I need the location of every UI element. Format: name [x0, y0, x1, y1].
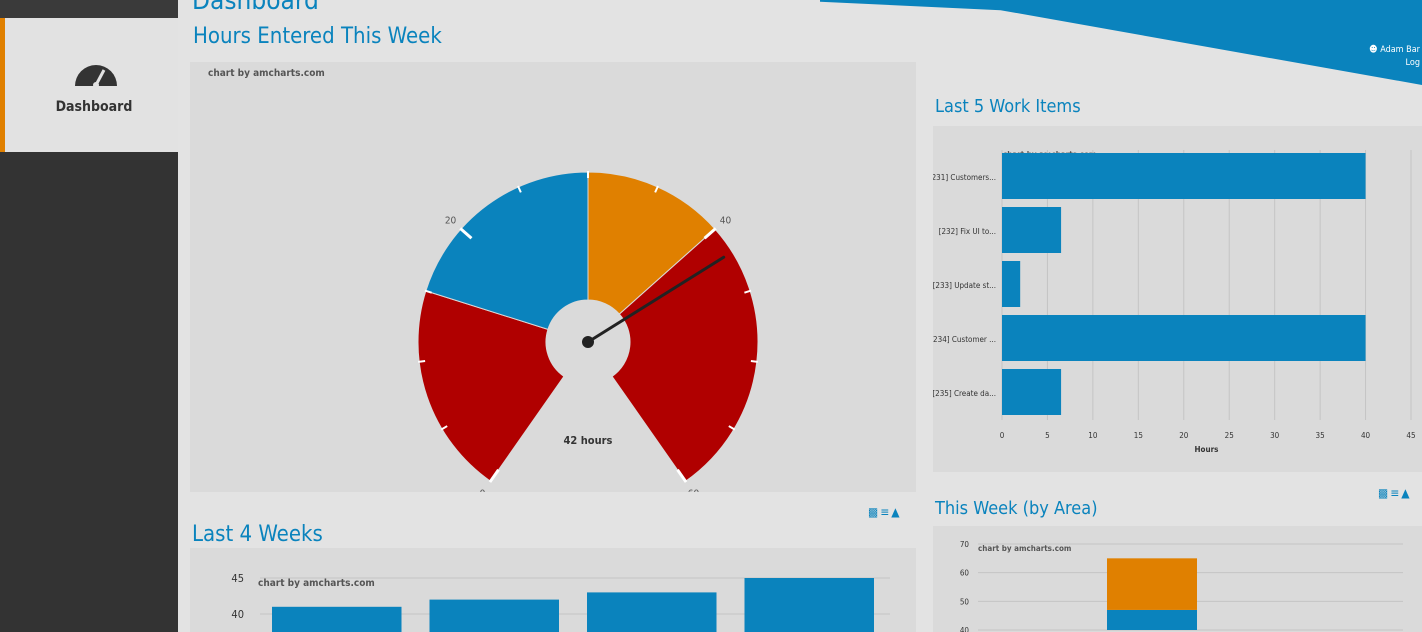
work-items-title: Last 5 Work Items [935, 96, 1081, 117]
gauge-tick-label: 40 [720, 216, 732, 227]
gauge-band [417, 290, 565, 482]
gauge-tick [676, 468, 688, 483]
logout-link[interactable]: Log [1405, 58, 1420, 68]
gauge-tick [517, 185, 522, 193]
gauge-tick [424, 289, 432, 294]
gauge-tick [440, 425, 448, 431]
bar-segment [1107, 558, 1197, 610]
weeks-chart: 45 40 [231, 572, 890, 632]
bar [1002, 369, 1062, 415]
bar [1002, 315, 1366, 361]
gauge-tick [750, 360, 758, 363]
area-title: This Week (by Area) [935, 498, 1098, 519]
y-tick-label: 50 [960, 597, 970, 606]
bar-segment [1107, 609, 1197, 630]
y-tick-label: [235] Create da... [933, 389, 996, 398]
weeks-panel: chart by amcharts.com 45 40 [190, 548, 916, 632]
y-tick-label: [232] Fix UI to... [939, 227, 996, 236]
x-tick-label: 25 [1225, 431, 1234, 440]
gauge-needle [586, 255, 726, 344]
chart-credit[interactable]: chart by amcharts.com [978, 544, 1072, 553]
gauge-title: Hours Entered This Week [193, 24, 442, 49]
bar [744, 578, 874, 632]
x-tick-label: 35 [1316, 431, 1325, 440]
y-tick-label: 45 [231, 572, 244, 585]
gauge-tick [744, 289, 752, 294]
speedometer-icon [73, 62, 119, 92]
gauge-tick [488, 468, 500, 483]
gauge-panel: chart by amcharts.com 0 20 40 60 42 hours [190, 62, 916, 492]
y-tick-label: 40 [960, 626, 970, 632]
area-chart-icon[interactable]: ▲ [1401, 486, 1412, 500]
user-menu[interactable]: ☻ Adam Bar Log [1369, 44, 1420, 70]
gauge-tick [418, 360, 426, 363]
user-icon: ☻ [1369, 45, 1378, 55]
work-items-panel: chart by amcharts.com 051015202530354045… [933, 126, 1422, 472]
bar-chart-icon[interactable]: ▩ [1378, 486, 1391, 500]
y-tick-label: [234] Customer ... [933, 335, 996, 344]
weeks-title: Last 4 Weeks [192, 522, 323, 547]
x-tick-label: 0 [1000, 431, 1005, 440]
x-tick-label: 5 [1045, 431, 1050, 440]
area-chart: 70 60 50 40 [960, 540, 1403, 632]
x-tick-label: 40 [1361, 431, 1371, 440]
y-tick-label: [233] Update st... [933, 281, 996, 290]
gauge-tick-label: 0 [480, 489, 486, 492]
x-tick-label: 45 [1406, 431, 1415, 440]
gauge-value-label: 42 hours [564, 434, 613, 447]
x-axis-label: Hours [1195, 445, 1219, 454]
bar [587, 592, 717, 632]
sidebar: Dashboard [0, 0, 178, 632]
list-icon[interactable]: ≡ [880, 505, 892, 519]
y-tick-label: 70 [960, 540, 970, 549]
gauge-tick [459, 227, 473, 240]
x-tick-label: 10 [1088, 431, 1098, 440]
gauge-tick-label: 20 [445, 216, 457, 227]
gauge-band [587, 171, 716, 315]
gauge-band [425, 171, 589, 330]
gauge-tick [728, 425, 736, 431]
bar [1002, 207, 1062, 253]
gauge-tick [654, 185, 659, 193]
x-tick-label: 15 [1134, 431, 1143, 440]
bar [1002, 261, 1021, 307]
bar [429, 599, 559, 632]
x-tick-label: 20 [1179, 431, 1189, 440]
list-icon[interactable]: ≡ [1390, 486, 1402, 500]
chart-credit[interactable]: chart by amcharts.com [208, 68, 325, 79]
x-tick-label: 30 [1270, 431, 1280, 440]
work-items-chart: 0 5 10 15 20 25 30 35 40 45 [231] Customers... [232… [933, 150, 1416, 454]
area-panel: chart by amcharts.com 70 60 50 40 [933, 526, 1422, 632]
gauge-tick [703, 227, 717, 240]
bar [272, 606, 402, 632]
page-title: Dashboard [192, 0, 319, 16]
weeks-toolbar: ▩≡▲ [868, 505, 902, 519]
user-name: Adam Bar [1380, 45, 1420, 55]
gauge-hub [582, 336, 594, 348]
gauge-tick-label: 60 [688, 489, 700, 492]
chart-credit[interactable]: chart by amcharts.com [258, 578, 375, 589]
gauge-chart: 0 20 40 60 42 hours [417, 171, 759, 492]
y-tick-label: [231] Customers... [933, 173, 996, 182]
sidebar-item-label: Dashboard [55, 99, 133, 115]
sidebar-item-dashboard[interactable]: Dashboard [0, 18, 178, 152]
bar [1002, 153, 1366, 199]
area-chart-icon[interactable]: ▲ [891, 505, 902, 519]
bar-chart-icon[interactable]: ▩ [868, 505, 881, 519]
y-tick-label: 40 [231, 608, 244, 621]
area-toolbar: ▩≡▲ [1378, 486, 1412, 500]
y-tick-label: 60 [960, 569, 970, 578]
